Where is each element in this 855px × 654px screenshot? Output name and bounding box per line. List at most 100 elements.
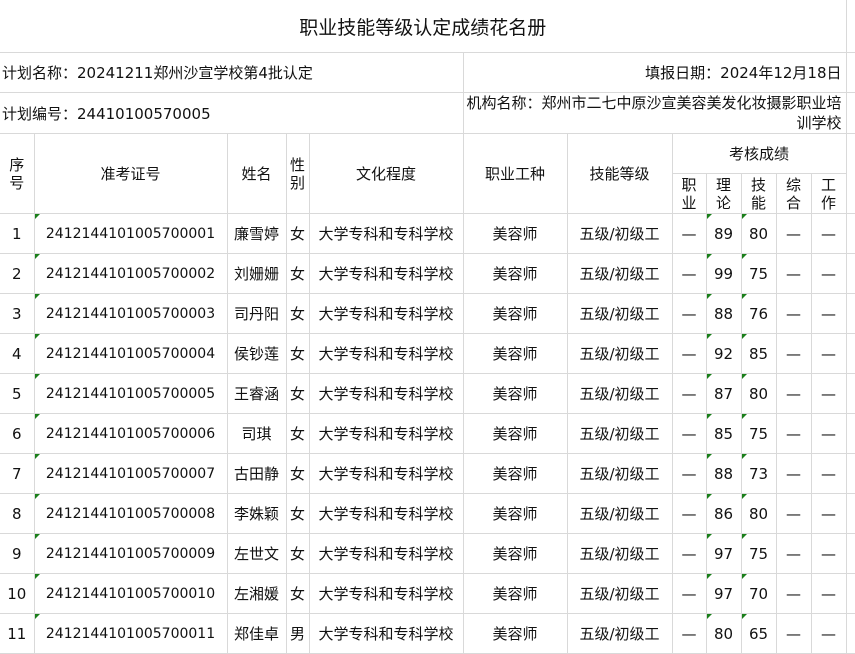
seq-cell[interactable]: 2 xyxy=(0,253,35,294)
header-scores[interactable]: 考核成绩 xyxy=(671,133,847,174)
header-education[interactable]: 文化程度 xyxy=(308,133,464,214)
skill-level-cell[interactable]: 五级/初级工 xyxy=(566,413,673,454)
skill-level-cell[interactable]: 五级/初级工 xyxy=(566,533,673,574)
header-occupation[interactable]: 职业工种 xyxy=(462,133,568,214)
occupation-cell[interactable]: 美容师 xyxy=(462,293,568,334)
seq-cell[interactable]: 1 xyxy=(0,213,35,254)
gender-cell[interactable]: 男 xyxy=(285,613,310,654)
exam-id-cell[interactable]: 2412144101005700006 xyxy=(33,413,228,454)
seq-cell[interactable]: 8 xyxy=(0,493,35,534)
exam-id-cell[interactable]: 2412144101005700009 xyxy=(33,533,228,574)
exam-id-cell[interactable]: 2412144101005700004 xyxy=(33,333,228,374)
score-skill-cell[interactable]: 80 xyxy=(740,493,777,534)
occupation-cell[interactable]: 美容师 xyxy=(462,333,568,374)
plan-name[interactable]: 计划名称：20241211郑州沙宣学校第4批认定 xyxy=(0,52,464,93)
header-score-2[interactable]: 技能 xyxy=(740,173,777,214)
header-name[interactable]: 姓名 xyxy=(226,133,287,214)
score-skill-cell[interactable]: 85 xyxy=(740,333,777,374)
exam-id-cell[interactable]: 2412144101005700002 xyxy=(33,253,228,294)
name-cell[interactable]: 廉雪婷 xyxy=(226,213,287,254)
education-cell[interactable]: 大学专科和专科学校 xyxy=(308,293,464,334)
exam-id-cell[interactable]: 2412144101005700007 xyxy=(33,453,228,494)
occupation-cell[interactable]: 美容师 xyxy=(462,613,568,654)
score-occupation-cell[interactable]: — xyxy=(671,533,707,574)
score-comprehensive-cell[interactable]: — xyxy=(775,253,812,294)
cell[interactable] xyxy=(845,92,855,134)
occupation-cell[interactable]: 美容师 xyxy=(462,413,568,454)
skill-level-cell[interactable]: 五级/初级工 xyxy=(566,213,673,254)
score-occupation-cell[interactable]: — xyxy=(671,573,707,614)
gender-cell[interactable]: 女 xyxy=(285,213,310,254)
name-cell[interactable]: 郑佳卓 xyxy=(226,613,287,654)
score-work-cell[interactable]: — xyxy=(810,293,847,334)
header-skill-level[interactable]: 技能等级 xyxy=(566,133,673,214)
occupation-cell[interactable]: 美容师 xyxy=(462,533,568,574)
name-cell[interactable]: 左世文 xyxy=(226,533,287,574)
score-skill-cell[interactable]: 76 xyxy=(740,293,777,334)
header-seq[interactable]: 序号 xyxy=(0,133,35,214)
fill-date[interactable]: 填报日期：2024年12月18日 xyxy=(463,52,847,93)
skill-level-cell[interactable]: 五级/初级工 xyxy=(566,453,673,494)
cell[interactable] xyxy=(845,213,855,254)
seq-cell[interactable]: 3 xyxy=(0,293,35,334)
score-skill-cell[interactable]: 65 xyxy=(740,613,777,654)
gender-cell[interactable]: 女 xyxy=(285,453,310,494)
score-work-cell[interactable]: — xyxy=(810,613,847,654)
cell[interactable] xyxy=(845,333,855,374)
name-cell[interactable]: 王睿涵 xyxy=(226,373,287,414)
score-theory-cell[interactable]: 88 xyxy=(705,293,742,334)
education-cell[interactable]: 大学专科和专科学校 xyxy=(308,373,464,414)
name-cell[interactable]: 古田静 xyxy=(226,453,287,494)
score-skill-cell[interactable]: 73 xyxy=(740,453,777,494)
skill-level-cell[interactable]: 五级/初级工 xyxy=(566,373,673,414)
score-occupation-cell[interactable]: — xyxy=(671,413,707,454)
cell[interactable] xyxy=(845,533,855,574)
education-cell[interactable]: 大学专科和专科学校 xyxy=(308,453,464,494)
exam-id-cell[interactable]: 2412144101005700010 xyxy=(33,573,228,614)
gender-cell[interactable]: 女 xyxy=(285,333,310,374)
seq-cell[interactable]: 7 xyxy=(0,453,35,494)
exam-id-cell[interactable]: 2412144101005700011 xyxy=(33,613,228,654)
score-comprehensive-cell[interactable]: — xyxy=(775,493,812,534)
occupation-cell[interactable]: 美容师 xyxy=(462,213,568,254)
score-work-cell[interactable]: — xyxy=(810,373,847,414)
score-occupation-cell[interactable]: — xyxy=(671,213,707,254)
education-cell[interactable]: 大学专科和专科学校 xyxy=(308,333,464,374)
score-work-cell[interactable]: — xyxy=(810,253,847,294)
cell[interactable] xyxy=(846,0,855,53)
education-cell[interactable]: 大学专科和专科学校 xyxy=(308,573,464,614)
gender-cell[interactable]: 女 xyxy=(285,533,310,574)
score-theory-cell[interactable]: 80 xyxy=(705,613,742,654)
seq-cell[interactable]: 9 xyxy=(0,533,35,574)
score-skill-cell[interactable]: 75 xyxy=(740,533,777,574)
occupation-cell[interactable]: 美容师 xyxy=(462,373,568,414)
header-score-1[interactable]: 理论 xyxy=(705,173,742,214)
institution-name[interactable]: 机构名称：郑州市二七中原沙宣美容美发化妆摄影职业培训学校 xyxy=(463,92,847,134)
occupation-cell[interactable]: 美容师 xyxy=(462,493,568,534)
score-skill-cell[interactable]: 75 xyxy=(740,253,777,294)
education-cell[interactable]: 大学专科和专科学校 xyxy=(308,613,464,654)
score-work-cell[interactable]: — xyxy=(810,213,847,254)
cell[interactable] xyxy=(845,293,855,334)
cell[interactable] xyxy=(845,253,855,294)
score-theory-cell[interactable]: 92 xyxy=(705,333,742,374)
score-comprehensive-cell[interactable]: — xyxy=(775,213,812,254)
name-cell[interactable]: 侯钞莲 xyxy=(226,333,287,374)
page-title[interactable]: 职业技能等级认定成绩花名册 xyxy=(0,0,847,53)
score-occupation-cell[interactable]: — xyxy=(671,333,707,374)
exam-id-cell[interactable]: 2412144101005700001 xyxy=(33,213,228,254)
name-cell[interactable]: 李姝颖 xyxy=(226,493,287,534)
education-cell[interactable]: 大学专科和专科学校 xyxy=(308,493,464,534)
score-skill-cell[interactable]: 75 xyxy=(740,413,777,454)
score-comprehensive-cell[interactable]: — xyxy=(775,373,812,414)
name-cell[interactable]: 司琪 xyxy=(226,413,287,454)
header-score-0[interactable]: 职业 xyxy=(671,173,707,214)
score-work-cell[interactable]: — xyxy=(810,333,847,374)
score-work-cell[interactable]: — xyxy=(810,573,847,614)
score-theory-cell[interactable]: 86 xyxy=(705,493,742,534)
name-cell[interactable]: 司丹阳 xyxy=(226,293,287,334)
score-skill-cell[interactable]: 80 xyxy=(740,373,777,414)
gender-cell[interactable]: 女 xyxy=(285,253,310,294)
header-gender[interactable]: 性别 xyxy=(285,133,310,214)
cell[interactable] xyxy=(845,573,855,614)
